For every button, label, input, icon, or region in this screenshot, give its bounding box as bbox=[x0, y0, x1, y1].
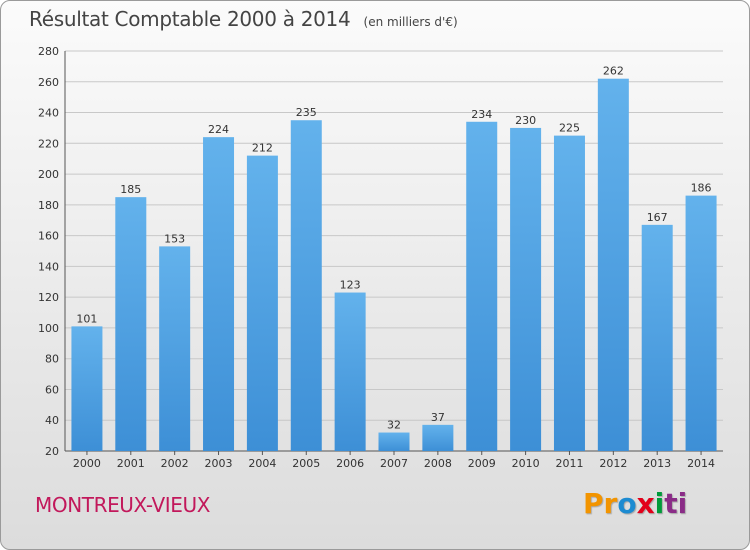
x-tick-label-2014: 2014 bbox=[687, 457, 715, 470]
value-label-2005: 235 bbox=[296, 106, 317, 119]
x-tick-label-2001: 2001 bbox=[117, 457, 145, 470]
value-label-2012: 262 bbox=[603, 65, 624, 78]
x-tick-label-2008: 2008 bbox=[424, 457, 452, 470]
x-tick-label-2009: 2009 bbox=[468, 457, 496, 470]
bar-2014 bbox=[685, 195, 717, 451]
bar-2004 bbox=[246, 155, 278, 451]
logo-part-1: Pr bbox=[583, 487, 618, 520]
y-tick-label: 20 bbox=[45, 445, 59, 458]
chart-title: Résultat Comptable 2000 à 2014 bbox=[29, 7, 351, 31]
bar-2007 bbox=[378, 432, 410, 451]
x-tick-label-2003: 2003 bbox=[205, 457, 233, 470]
bar-2000 bbox=[71, 326, 103, 451]
y-tick-label: 200 bbox=[38, 168, 59, 181]
bar-2002 bbox=[159, 246, 191, 451]
value-label-2004: 212 bbox=[252, 142, 273, 155]
bar-2006 bbox=[334, 292, 366, 451]
x-tick-label-2013: 2013 bbox=[643, 457, 671, 470]
y-tick-labels: 20 40 60 80 100 120 140 160 180 200 220 240 260 280 bbox=[38, 45, 59, 458]
y-tick-label: 160 bbox=[38, 230, 59, 243]
proxiti-logo: Proxiti bbox=[583, 487, 687, 520]
bar-2009 bbox=[466, 121, 498, 452]
y-tick-label: 280 bbox=[38, 45, 59, 58]
x-tick-label-2011: 2011 bbox=[555, 457, 583, 470]
y-tick-label: 260 bbox=[38, 76, 59, 89]
logo-part-5: ti bbox=[664, 487, 688, 520]
x-tick-label-2002: 2002 bbox=[161, 457, 189, 470]
value-label-2013: 167 bbox=[647, 211, 668, 224]
bars bbox=[71, 78, 717, 452]
x-tick-label-2010: 2010 bbox=[512, 457, 540, 470]
bar-2011 bbox=[553, 135, 585, 451]
y-tick-label: 60 bbox=[45, 383, 59, 396]
y-tick-label: 40 bbox=[45, 414, 59, 427]
x-tick-label-2007: 2007 bbox=[380, 457, 408, 470]
value-label-2010: 230 bbox=[515, 114, 536, 127]
value-label-2007: 32 bbox=[387, 419, 401, 432]
chart-title-block: Résultat Comptable 2000 à 2014 (en milli… bbox=[29, 7, 458, 31]
logo-part-3: x bbox=[636, 487, 655, 520]
value-labels: 101 185 153 224 212 235 123 32 37 234 230 225 262 167… bbox=[76, 65, 711, 432]
value-label-2011: 225 bbox=[559, 122, 580, 135]
value-label-2001: 185 bbox=[120, 183, 141, 196]
x-tick-label-2000: 2000 bbox=[73, 457, 101, 470]
y-tick-label: 180 bbox=[38, 199, 59, 212]
location-name: MONTREUX-VIEUX bbox=[35, 493, 211, 517]
x-tick-labels: 2000 2001 2002 2003 2004 2005 2006 2007 2008 2009… bbox=[73, 451, 715, 470]
bar-2013 bbox=[641, 224, 673, 451]
x-tick-label-2006: 2006 bbox=[336, 457, 364, 470]
value-label-2002: 153 bbox=[164, 232, 185, 245]
bar-2005 bbox=[290, 120, 322, 451]
bar-2008 bbox=[422, 424, 454, 451]
y-tick-label: 120 bbox=[38, 291, 59, 304]
y-tick-label: 100 bbox=[38, 322, 59, 335]
value-label-2009: 234 bbox=[471, 108, 492, 121]
value-label-2008: 37 bbox=[431, 411, 445, 424]
bar-2003 bbox=[203, 137, 235, 451]
value-label-2014: 186 bbox=[691, 182, 712, 195]
logo-part-2: o bbox=[617, 487, 637, 520]
logo-part-4: i bbox=[654, 487, 665, 520]
y-tick-label: 140 bbox=[38, 260, 59, 273]
value-label-2000: 101 bbox=[76, 312, 97, 325]
bar-2010 bbox=[510, 127, 542, 451]
x-tick-label-2004: 2004 bbox=[248, 457, 276, 470]
bar-2001 bbox=[115, 197, 147, 451]
y-tick-label: 220 bbox=[38, 137, 59, 150]
value-label-2006: 123 bbox=[340, 279, 361, 292]
chart-subtitle: (en milliers d'€) bbox=[363, 15, 458, 29]
y-tick-label: 80 bbox=[45, 353, 59, 366]
x-tick-label-2012: 2012 bbox=[599, 457, 627, 470]
y-tick-label: 240 bbox=[38, 107, 59, 120]
bar-2012 bbox=[597, 78, 629, 451]
value-label-2003: 224 bbox=[208, 123, 229, 136]
x-tick-label-2005: 2005 bbox=[292, 457, 320, 470]
